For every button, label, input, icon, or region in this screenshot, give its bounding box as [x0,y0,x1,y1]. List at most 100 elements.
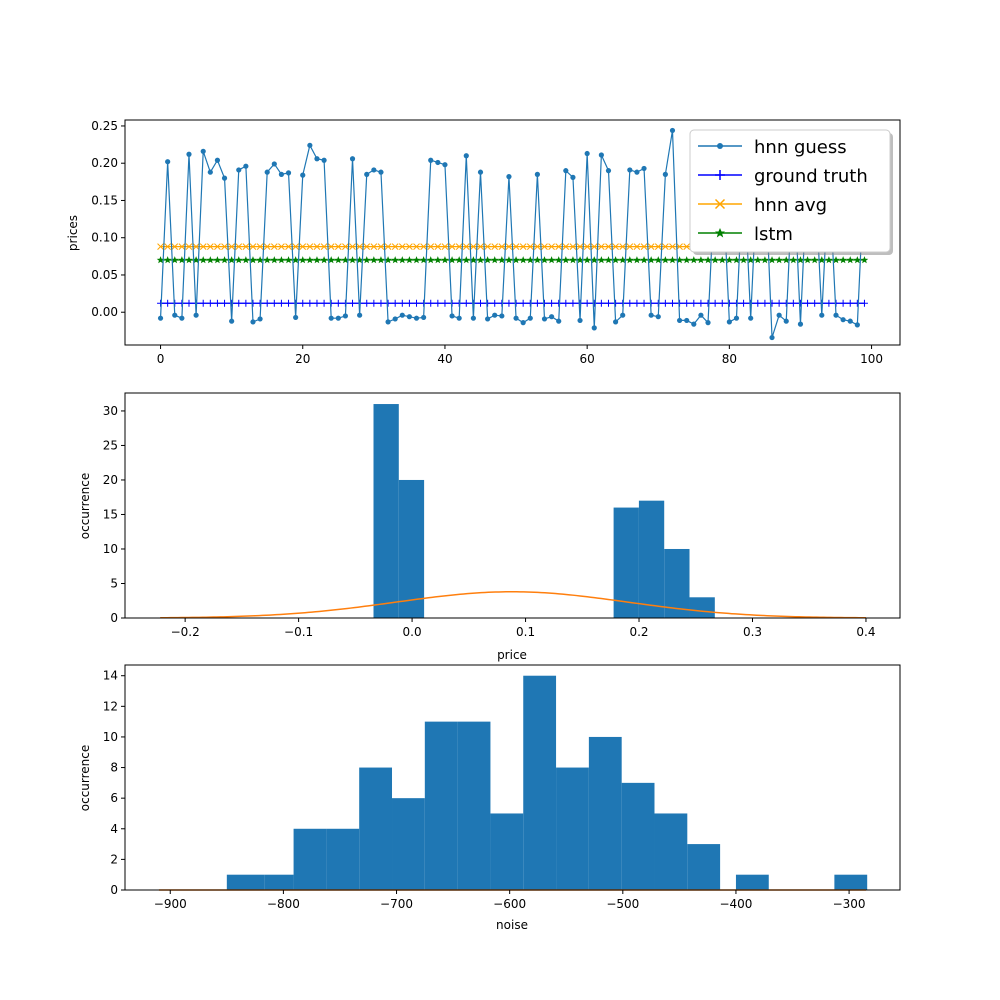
data-point [463,153,469,159]
histogram-bar [556,767,589,890]
data-point [549,314,555,320]
y-tick-label: 15 [103,507,118,521]
data-point [278,171,285,177]
data-point [377,299,385,307]
data-point [299,243,307,251]
legend-label: ground truth [754,166,868,187]
data-point [661,299,669,307]
data-point [612,319,619,325]
data-point [725,299,733,307]
y-tick-label: 2 [110,852,118,866]
y-tick-label: 12 [103,699,118,713]
data-point [505,299,513,307]
data-point [485,316,491,322]
data-point [576,299,584,307]
data-point [641,165,647,172]
data-point [704,299,712,307]
histogram-bar [621,782,655,890]
data-point [229,318,235,324]
data-point [718,299,726,307]
data-point [534,171,540,177]
data-point [384,256,392,264]
legend-swatch-star-marker [715,228,725,238]
data-point [748,315,754,321]
data-point [754,299,762,307]
y-tick-label: 10 [103,542,118,556]
data-point [548,299,556,307]
y-tick-label: 0 [110,883,118,897]
data-point [604,256,613,264]
data-point [199,299,207,307]
data-point [655,314,661,320]
x-tick-label: −500 [606,897,639,911]
data-point [334,256,343,264]
data-point [214,157,221,163]
series-lstm [156,256,869,264]
data-point [462,243,470,251]
data-point [221,243,228,251]
x-tick-label: −700 [380,897,413,911]
data-point [563,168,569,174]
data-point [264,169,270,175]
data-point [768,256,776,264]
data-point [555,243,563,251]
data-point [860,256,869,264]
data-point [484,299,492,307]
prices-y-axis-label: prices [66,215,80,251]
data-point [157,315,164,321]
data-point [569,256,577,264]
data-point [313,256,321,264]
x-tick-label: 100 [860,352,883,366]
data-point [164,299,172,307]
data-point [570,174,576,180]
data-point [256,256,264,264]
x-tick-label: −400 [719,897,752,911]
data-point [178,256,186,264]
data-point [243,163,249,169]
x-tick-label: 60 [580,352,595,366]
data-point [206,256,215,264]
data-point [349,299,357,307]
data-point [547,256,556,264]
histogram-bar [424,721,458,890]
data-point [562,243,570,251]
data-point [796,299,804,307]
data-point [370,243,378,251]
data-point [711,299,719,307]
data-point [227,256,236,264]
data-point [313,243,321,251]
legend-item-hnn-guess: hnn guess [698,137,847,158]
data-point [399,312,405,318]
y-tick-label: 14 [103,669,118,683]
x-tick-label: −600 [493,897,526,911]
legend-box [689,129,891,253]
histogram-bar [687,844,721,890]
x-tick-label: 80 [722,352,737,366]
data-point [456,315,462,321]
data-point [469,256,478,264]
data-point [426,256,435,264]
data-point [498,243,506,251]
data-point [519,299,527,307]
data-point [306,243,314,251]
data-point [270,243,278,251]
data-point [626,256,634,264]
y-tick-label: 0.25 [91,119,118,133]
x-tick-label: 20 [295,352,310,366]
data-point [647,256,655,264]
histogram-bar [523,675,557,890]
legend-item-hnn-avg: hnn avg [698,195,827,216]
data-point [427,243,435,251]
data-point [733,315,740,321]
data-point [441,299,449,307]
data-point [448,256,456,264]
data-point [833,312,839,318]
data-point [412,256,421,264]
y-tick-label: 0.10 [91,231,118,245]
data-point [442,162,448,168]
data-point [228,243,236,251]
data-point [363,299,371,307]
histogram-bar [654,813,688,890]
data-point [611,256,620,264]
data-point [640,256,648,264]
